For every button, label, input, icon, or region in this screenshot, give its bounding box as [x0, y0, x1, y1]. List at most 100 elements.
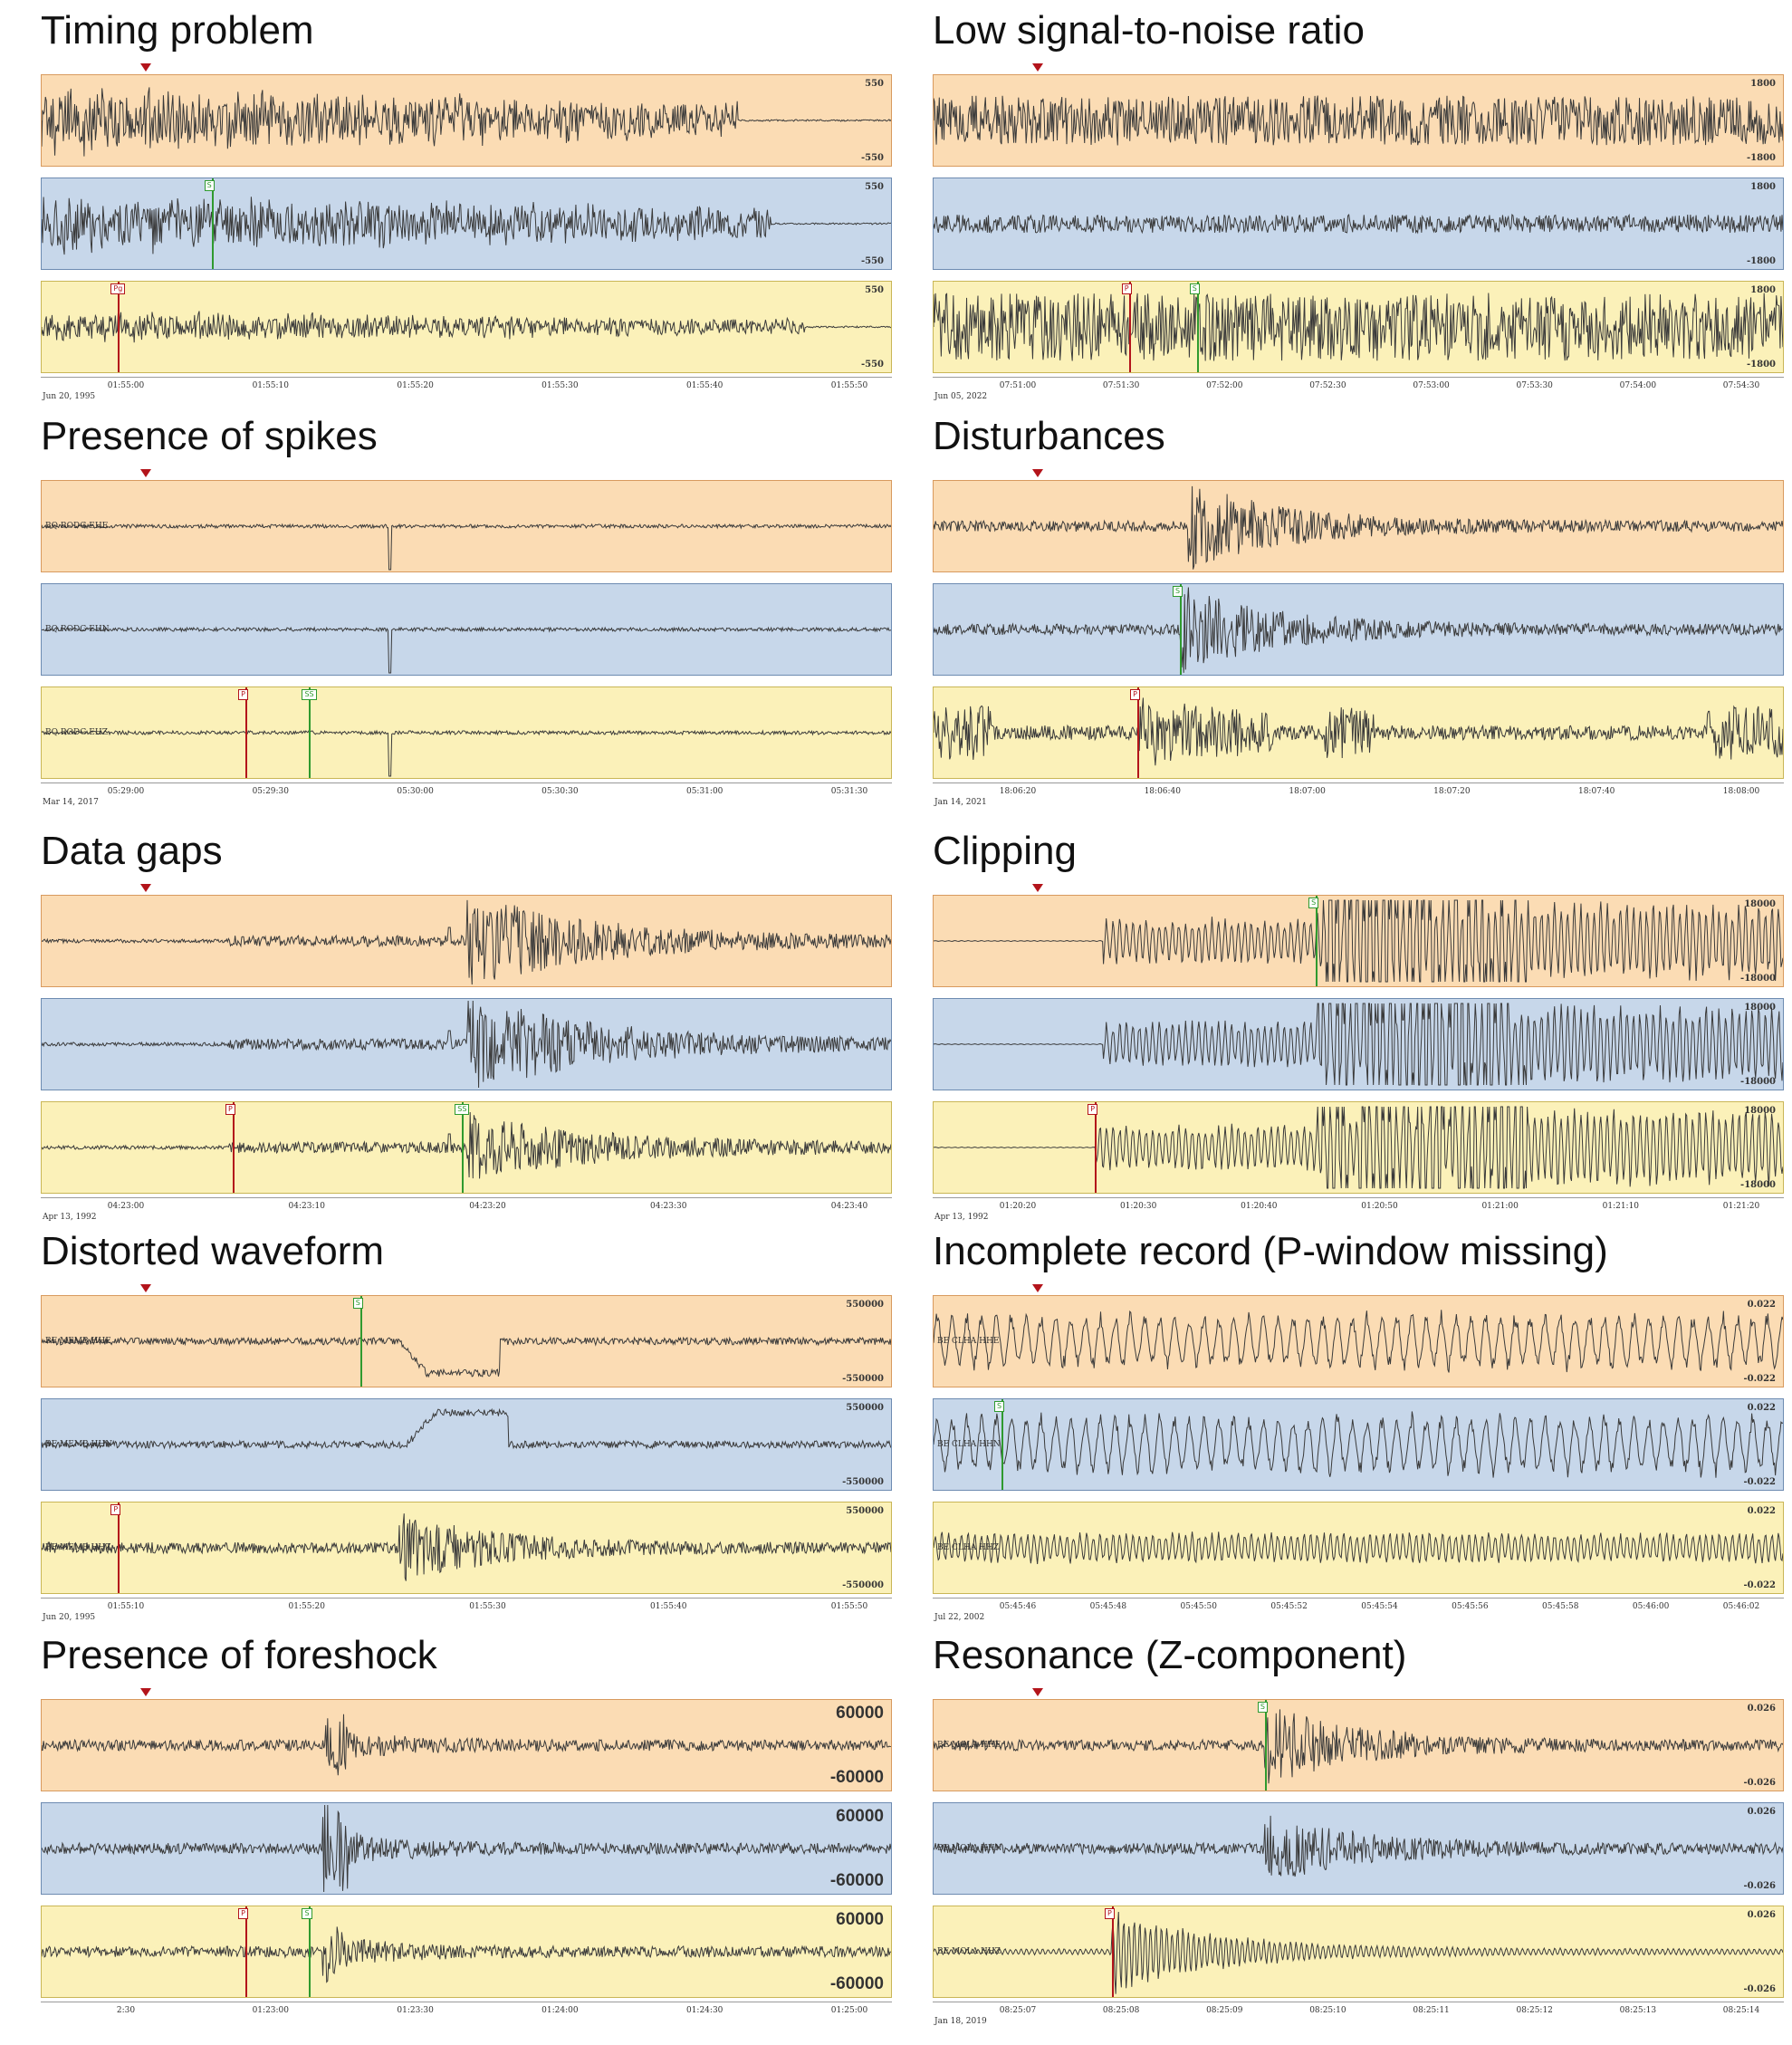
trace-east[interactable]: 18000 -18000 S	[933, 895, 1784, 987]
s-phase-pick[interactable]	[359, 1296, 362, 1387]
time-tick: 01:25:00	[830, 2006, 868, 2015]
time-tick: 04:23:10	[288, 1202, 325, 1211]
trace-vertical[interactable]: P	[933, 686, 1784, 779]
trace-vertical[interactable]: 550 -550 Pg	[41, 281, 892, 373]
waveform-line	[934, 1411, 1783, 1478]
origin-marker-icon	[140, 1688, 151, 1696]
origin-marker-icon	[1032, 1284, 1043, 1292]
s-phase-pick[interactable]	[309, 687, 311, 778]
panel-incomplete-record-p-window-missing: Incomplete record (P-window missing) BE C…	[933, 1232, 1784, 1641]
trace-north[interactable]: S	[933, 583, 1784, 676]
time-tick: 08:25:09	[1206, 2006, 1243, 2015]
p-phase-pick[interactable]	[118, 1503, 120, 1593]
origin-marker-icon	[1032, 469, 1043, 477]
s-phase-pick[interactable]	[462, 1102, 465, 1193]
s-phase-pick[interactable]	[1180, 584, 1183, 675]
p-phase-pick[interactable]	[1095, 1102, 1097, 1193]
waveform	[42, 1804, 891, 1893]
waveform	[934, 213, 1783, 235]
waveform	[42, 729, 891, 777]
trace-north[interactable]: BE CLHA HHN 0.022 -0.022 S	[933, 1398, 1784, 1491]
trace-vertical[interactable]: 60000 -60000 P S	[41, 1906, 892, 1998]
trace-east[interactable]: BE MEMB HHE 550000 -550000 S	[41, 1295, 892, 1387]
time-tick: 01:21:00	[1481, 1202, 1519, 1211]
trace-north[interactable]: BE MEMB HHN 550000 -550000	[41, 1398, 892, 1491]
amplitude-min: -550	[860, 256, 884, 266]
trace-north[interactable]: BE MOLA HHN 0.026 -0.026	[933, 1802, 1784, 1895]
s-phase-pick[interactable]	[1001, 1399, 1004, 1490]
trace-east[interactable]	[41, 895, 892, 987]
waveform	[42, 1926, 891, 1983]
p-phase-pick[interactable]	[1137, 687, 1140, 778]
p-phase-pick[interactable]	[1111, 1906, 1114, 1997]
pick-label: P	[238, 1908, 248, 1919]
waveform	[934, 1815, 1783, 1877]
origin-marker-icon	[140, 884, 151, 892]
amplitude-max: 550	[865, 79, 884, 89]
trace-east[interactable]: BE CLHA HHE 0.022 -0.022	[933, 1295, 1784, 1387]
time-tick: 08:25:07	[999, 2006, 1037, 2015]
time-tick: 01:55:10	[107, 1602, 145, 1611]
amplitude-min: -60000	[829, 1871, 884, 1890]
trace-vertical[interactable]: 18000 -18000 P	[933, 1101, 1784, 1194]
waveform-line	[42, 1336, 891, 1378]
trace-vertical[interactable]: P SS	[41, 1101, 892, 1194]
trace-north[interactable]: 1800 -1800	[933, 178, 1784, 270]
s-phase-pick[interactable]	[211, 178, 214, 269]
trace-east[interactable]: 550 -550	[41, 74, 892, 167]
time-tick: 08:25:08	[1102, 2006, 1140, 2015]
waveform	[42, 626, 891, 674]
trace-north[interactable]: 60000 -60000	[41, 1802, 892, 1895]
time-axis: 01:20:20 01:20:30 01:20:40 01:20:50 01:21:00…	[933, 1197, 1784, 1224]
time-tick: 05:29:00	[107, 787, 145, 796]
amplitude-max: 0.022	[1747, 1300, 1776, 1310]
p-phase-pick[interactable]	[245, 687, 248, 778]
waveform-line	[934, 293, 1783, 361]
time-tick: 01:55:40	[650, 1602, 687, 1611]
time-tick: 01:55:00	[107, 381, 145, 390]
s-phase-pick[interactable]	[309, 1906, 311, 1997]
panel-title: Disturbances	[933, 414, 1165, 458]
amplitude-min: -0.026	[1743, 1778, 1776, 1788]
trace-east[interactable]: BE MOLA HHE 0.026 -0.026 S	[933, 1699, 1784, 1791]
p-phase-pick[interactable]	[118, 282, 120, 372]
s-phase-pick[interactable]	[1316, 896, 1318, 986]
p-phase-pick[interactable]	[233, 1102, 235, 1193]
trace-east[interactable]: 60000 -60000	[41, 1699, 892, 1791]
origin-marker-icon	[1032, 63, 1043, 72]
panel-title: Distorted waveform	[41, 1229, 385, 1273]
time-tick: 2:30	[116, 2006, 136, 2015]
trace-vertical[interactable]: BE CLHA HHZ 0.022 -0.022	[933, 1502, 1784, 1594]
panel-title: Resonance (Z-component)	[933, 1633, 1407, 1677]
trace-north[interactable]: 550 -550 S	[41, 178, 892, 270]
trace-north[interactable]	[41, 998, 892, 1090]
waveform-line	[934, 899, 1783, 983]
amplitude-max: 0.026	[1747, 1807, 1776, 1817]
waveform-line	[42, 1714, 891, 1776]
s-phase-pick[interactable]	[1196, 282, 1199, 372]
trace-north[interactable]: 18000 -18000	[933, 998, 1784, 1090]
amplitude-max: 60000	[836, 1910, 884, 1929]
pick-label: P	[110, 1504, 121, 1515]
trace-vertical[interactable]: BQ RODG EHZ P SS	[41, 686, 892, 779]
trace-vertical[interactable]: 1800 -1800 P S	[933, 281, 1784, 373]
trace-vertical[interactable]: BE MOLA HHZ 0.026 -0.026 P	[933, 1906, 1784, 1998]
trace-east[interactable]	[933, 480, 1784, 572]
p-phase-pick[interactable]	[245, 1906, 248, 1997]
time-tick: 04:23:20	[469, 1202, 506, 1211]
time-tick: 01:23:00	[252, 2006, 290, 2015]
p-phase-pick[interactable]	[1128, 282, 1131, 372]
record-date: Jun 20, 1995	[43, 1613, 96, 1622]
trace-vertical[interactable]: BE MEMB HHZ 550000 -550000 P	[41, 1502, 892, 1594]
pick-label: S	[352, 1298, 363, 1309]
time-tick: 04:23:30	[650, 1202, 687, 1211]
trace-east[interactable]: BQ RODG EHE	[41, 480, 892, 572]
s-phase-pick[interactable]	[1264, 1700, 1267, 1791]
waveform	[42, 1000, 891, 1089]
waveform	[42, 197, 891, 255]
pick-label: S	[1173, 586, 1183, 597]
trace-east[interactable]: 1800 -1800	[933, 74, 1784, 167]
trace-north[interactable]: BQ RODG EHN	[41, 583, 892, 676]
time-tick: 05:45:46	[999, 1602, 1037, 1611]
time-tick: 08:25:14	[1722, 2006, 1760, 2015]
